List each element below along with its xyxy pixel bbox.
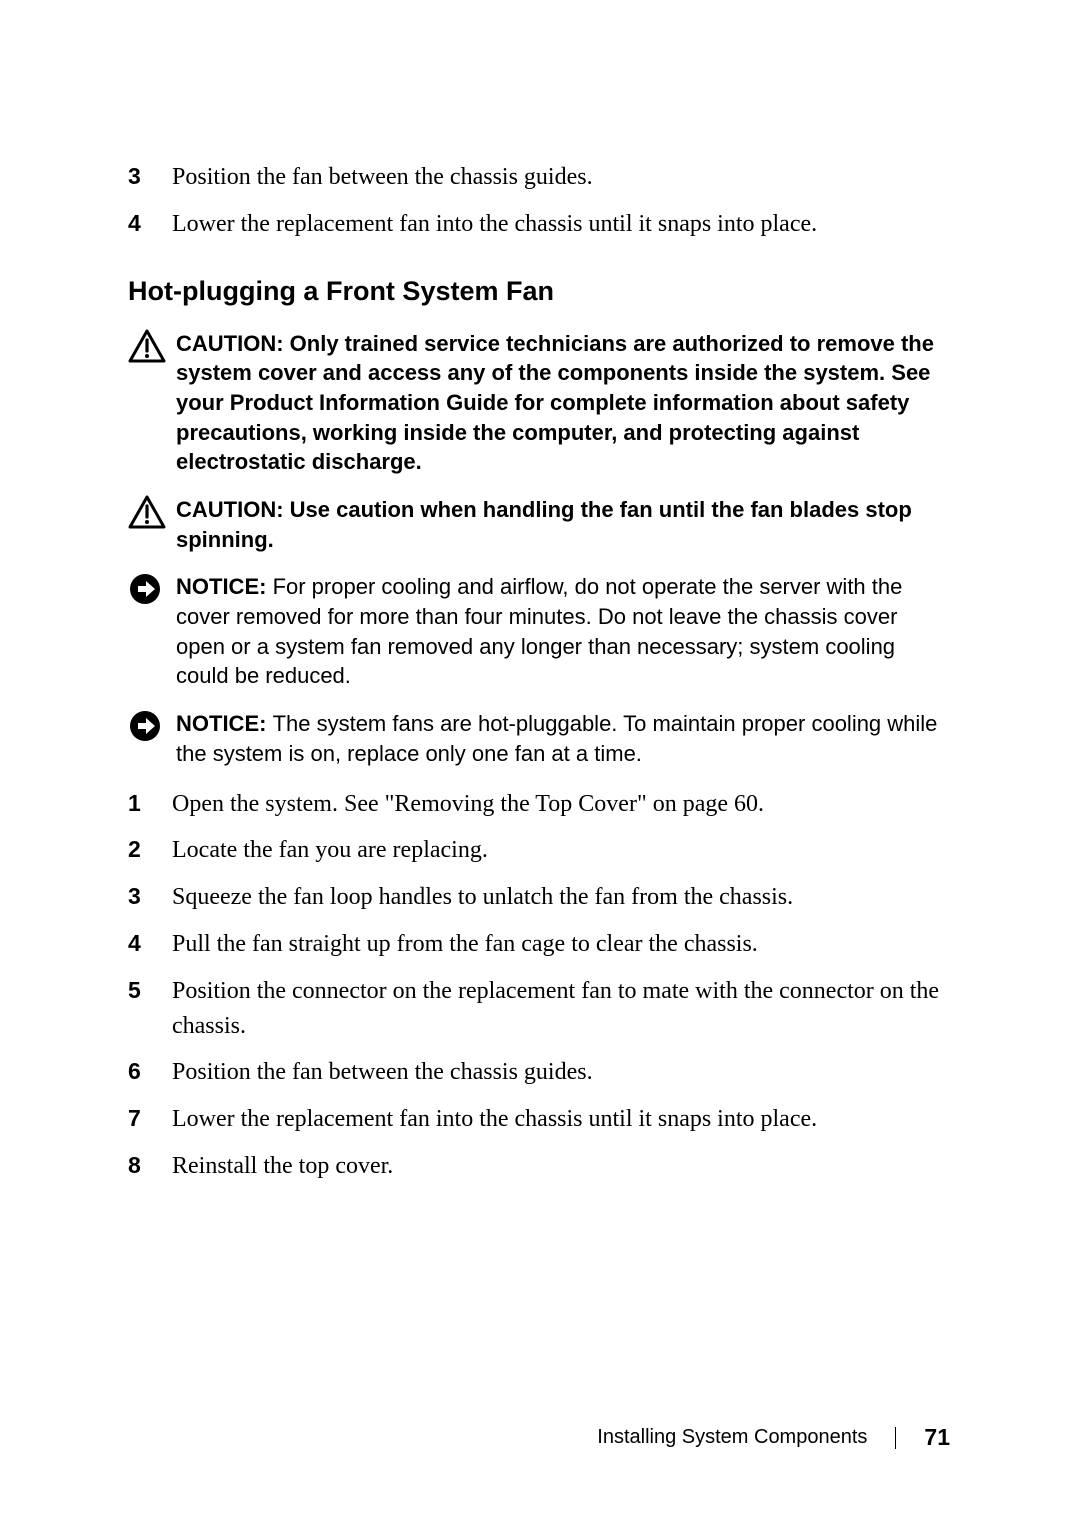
list-item: 7 Lower the replacement fan into the cha… — [128, 1102, 950, 1137]
list-item: 3 Squeeze the fan loop handles to unlatc… — [128, 880, 950, 915]
list-text: Position the connector on the replacemen… — [172, 974, 950, 1044]
list-item: 2 Locate the fan you are replacing. — [128, 833, 950, 868]
list-text: Locate the fan you are replacing. — [172, 833, 950, 868]
list-number: 3 — [128, 880, 172, 913]
footer-page-number: 71 — [924, 1424, 950, 1451]
section-heading: Hot-plugging a Front System Fan — [128, 276, 950, 307]
list-item: 1 Open the system. See "Removing the Top… — [128, 787, 950, 822]
caution-block: CAUTION: Only trained service technician… — [128, 329, 950, 477]
list-item: 5 Position the connector on the replacem… — [128, 974, 950, 1044]
caution-icon — [128, 495, 176, 529]
notice-icon — [128, 709, 176, 743]
footer-separator — [895, 1427, 896, 1449]
notice-text: NOTICE: The system fans are hot-pluggabl… — [176, 709, 950, 768]
steps-ordered-list: 1 Open the system. See "Removing the Top… — [128, 787, 950, 1184]
notice-block: NOTICE: The system fans are hot-pluggabl… — [128, 709, 950, 768]
caution-text: CAUTION: Only trained service technician… — [176, 329, 950, 477]
list-number: 2 — [128, 833, 172, 866]
list-item: 8 Reinstall the top cover. — [128, 1149, 950, 1184]
list-text: Squeeze the fan loop handles to unlatch … — [172, 880, 950, 915]
footer-section-title: Installing System Components — [597, 1426, 867, 1449]
page: 3 Position the fan between the chassis g… — [0, 0, 1080, 1529]
list-text: Pull the fan straight up from the fan ca… — [172, 927, 950, 962]
list-item: 4 Pull the fan straight up from the fan … — [128, 927, 950, 962]
admon-body-text: For proper cooling and airflow, do not o… — [176, 574, 902, 688]
page-footer: Installing System Components 71 — [597, 1424, 950, 1451]
list-text: Reinstall the top cover. — [172, 1149, 950, 1184]
caution-icon — [128, 329, 176, 363]
list-number: 5 — [128, 974, 172, 1007]
list-text: Lower the replacement fan into the chass… — [172, 207, 950, 242]
admon-body-text: The system fans are hot-pluggable. To ma… — [176, 711, 937, 766]
list-text: Lower the replacement fan into the chass… — [172, 1102, 950, 1137]
admon-label: NOTICE: — [176, 574, 273, 599]
list-text: Open the system. See "Removing the Top C… — [172, 787, 950, 822]
list-item: 3 Position the fan between the chassis g… — [128, 160, 950, 195]
admon-body-text: Only trained service technicians are aut… — [176, 331, 934, 475]
list-number: 6 — [128, 1055, 172, 1088]
notice-icon — [128, 572, 176, 606]
list-text: Position the fan between the chassis gui… — [172, 160, 950, 195]
list-number: 7 — [128, 1102, 172, 1135]
notice-text: NOTICE: For proper cooling and airflow, … — [176, 572, 950, 691]
admon-label: CAUTION: — [176, 331, 290, 356]
list-item: 6 Position the fan between the chassis g… — [128, 1055, 950, 1090]
list-number: 4 — [128, 927, 172, 960]
caution-text: CAUTION: Use caution when handling the f… — [176, 495, 950, 554]
notice-block: NOTICE: For proper cooling and airflow, … — [128, 572, 950, 691]
list-number: 1 — [128, 787, 172, 820]
list-item: 4 Lower the replacement fan into the cha… — [128, 207, 950, 242]
admon-label: NOTICE: — [176, 711, 273, 736]
list-text: Position the fan between the chassis gui… — [172, 1055, 950, 1090]
caution-block: CAUTION: Use caution when handling the f… — [128, 495, 950, 554]
list-number: 4 — [128, 207, 172, 240]
list-number: 8 — [128, 1149, 172, 1182]
admon-label: CAUTION: — [176, 497, 290, 522]
admonitions: CAUTION: Only trained service technician… — [128, 329, 950, 769]
list-number: 3 — [128, 160, 172, 193]
top-ordered-list: 3 Position the fan between the chassis g… — [128, 160, 950, 242]
